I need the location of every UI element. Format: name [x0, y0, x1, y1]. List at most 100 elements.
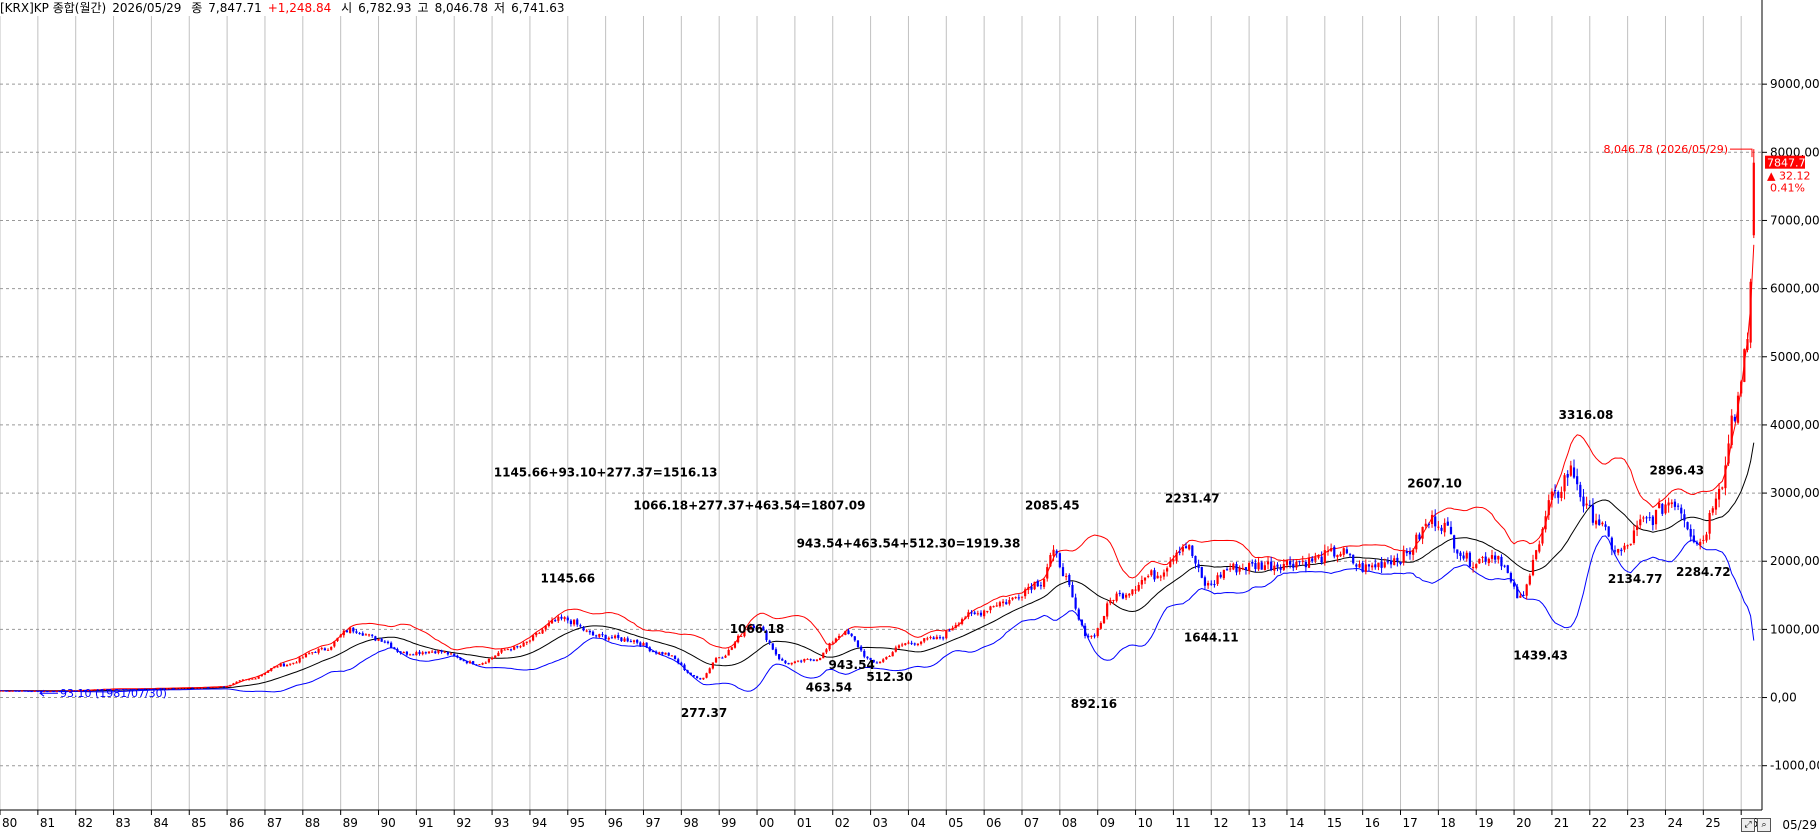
chart-header: [KRX]KP 종합(월간) 2026/05/29 종 7,847.71 +1,248… [0, 0, 571, 16]
candle-body [1673, 501, 1677, 507]
candle-body [875, 662, 879, 664]
candle-body [714, 658, 718, 663]
candle-body [1525, 584, 1528, 596]
candle-body [1585, 503, 1588, 506]
candle-body [1582, 496, 1585, 507]
candle-body [894, 647, 897, 652]
candle-body [1320, 556, 1323, 563]
annotation-label: 277.37 [681, 706, 727, 720]
candle-body [825, 649, 828, 653]
candle-body [1699, 541, 1702, 546]
candle-body [481, 663, 484, 665]
candle-body [339, 634, 342, 638]
candle-body [1282, 563, 1285, 570]
candle-body [1519, 595, 1522, 598]
candle-body [1068, 574, 1071, 585]
open-value: 6,782.93 [358, 1, 412, 15]
candle-body [636, 639, 639, 643]
candle-body [408, 654, 412, 656]
candle-body [1503, 565, 1506, 567]
x-tick-label: 19 [1478, 816, 1493, 830]
candle-body [1210, 583, 1213, 585]
candle-body [30, 691, 33, 693]
candle-body [1229, 568, 1232, 570]
candle-body [815, 659, 819, 661]
chart-tools: ⤢ ⌕ [1741, 818, 1771, 832]
candle-body [535, 632, 538, 636]
candle-body [1140, 580, 1143, 585]
candle-body [156, 688, 159, 690]
annotation-label: 943.54+463.54+512.30=1919.38 [797, 537, 1021, 551]
candle-body [522, 642, 525, 647]
zoom-icon[interactable]: ⌕ [1757, 818, 1771, 832]
candle-body [1563, 475, 1566, 492]
candle-body [282, 663, 285, 667]
candle-body [1096, 628, 1099, 637]
candle-body [1459, 552, 1462, 556]
candle-body [1408, 551, 1412, 555]
candle-body [276, 666, 279, 668]
candle-body [910, 642, 913, 644]
candle-body [437, 650, 440, 653]
candle-body [604, 634, 607, 640]
candle-body [888, 655, 891, 657]
candle-body [219, 686, 222, 688]
annotation-label: 2896.43 [1650, 464, 1705, 478]
candle-body [1336, 555, 1339, 558]
candle-body [689, 672, 692, 676]
candle-body [834, 638, 837, 643]
candle-body [500, 649, 503, 653]
candle-body [1642, 517, 1645, 519]
candle-body [330, 646, 333, 650]
candle-body [1506, 565, 1509, 573]
candle-body [1500, 556, 1503, 567]
candle-body [39, 691, 43, 693]
candle-body [1008, 600, 1011, 604]
candle-body [1276, 564, 1279, 567]
candle-body [550, 620, 554, 624]
candle-body [1412, 549, 1415, 555]
candle-body [1440, 527, 1443, 531]
candle-body [162, 688, 166, 690]
candle-body [1453, 535, 1456, 549]
candle-body [465, 661, 468, 664]
candle-body [1374, 564, 1377, 568]
x-tick-label: 91 [418, 816, 433, 830]
candle-body [77, 690, 80, 692]
candle-body [705, 673, 708, 678]
candle-body [850, 633, 853, 636]
candle-body [945, 630, 948, 639]
candle-body [1238, 567, 1241, 572]
candle-body [648, 647, 651, 652]
candle-body [1017, 597, 1020, 599]
candle-body [1232, 563, 1235, 570]
candle-body [260, 674, 263, 677]
x-tick-label: 08 [1062, 816, 1077, 830]
candle-body [885, 656, 888, 660]
candle-body [1001, 601, 1005, 604]
candle-body [1607, 526, 1610, 537]
candle-body [1295, 561, 1298, 568]
candle-body [203, 687, 207, 689]
candle-body [1257, 562, 1260, 570]
current-price-change: ▲ 32.12 [1767, 170, 1810, 183]
resize-icon[interactable]: ⤢ [1741, 818, 1755, 832]
current-price-pct: 0.41% [1770, 182, 1805, 195]
annotation-label: 943.54 [829, 658, 875, 672]
candle-body [585, 630, 588, 632]
candle-body [364, 634, 368, 636]
candle-body [238, 680, 241, 682]
candle-body [1298, 561, 1301, 563]
candle-body [17, 690, 21, 692]
candle-body [1566, 473, 1569, 478]
candle-body [544, 625, 547, 630]
candle-body [853, 636, 856, 641]
annotation-label: 2607.10 [1407, 477, 1462, 491]
candle-body [494, 655, 497, 658]
x-tick-label: 06 [986, 816, 1001, 830]
x-tick-label: 10 [1138, 816, 1153, 830]
x-tick-label: 88 [305, 816, 320, 830]
candle-body [1364, 564, 1367, 572]
candle-body [595, 635, 598, 637]
